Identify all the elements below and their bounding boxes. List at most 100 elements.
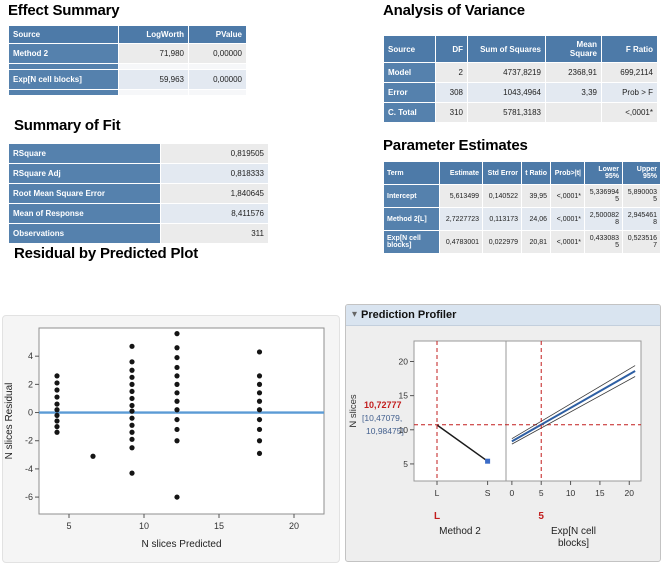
column-header: Term xyxy=(383,161,440,185)
cell-value: 0,140522 xyxy=(482,184,522,208)
column-header: Std Error xyxy=(482,161,522,185)
cell-value: 2,9454618 xyxy=(622,207,661,231)
svg-text:15: 15 xyxy=(595,488,605,498)
cell-value: 308 xyxy=(435,82,468,103)
table-row: Error 308 1043,4964 3,39 Prob > F xyxy=(383,82,658,103)
svg-text:0: 0 xyxy=(510,488,515,498)
cell-value: 5781,3183 xyxy=(467,102,546,123)
cell-value: 1043,4964 xyxy=(467,82,546,103)
cell-value: <,0001* xyxy=(601,102,658,123)
svg-text:15: 15 xyxy=(214,521,224,531)
row-label: Method 2 xyxy=(8,43,119,64)
cell-value: 59,963 xyxy=(118,69,189,90)
cell-value: 311 xyxy=(160,223,269,244)
svg-text:10,98475]: 10,98475] xyxy=(366,426,404,436)
row-label: Exp[N cell blocks] xyxy=(8,69,119,90)
row-label: Method 2[L] xyxy=(383,207,440,231)
svg-text:Method 2: Method 2 xyxy=(439,526,481,537)
svg-text:S: S xyxy=(485,488,491,498)
anova-table: Source DF Sum of Squares Mean Square F Ratio… xyxy=(383,35,658,123)
prediction-profiler-titlebar: ▾ Prediction Profiler xyxy=(346,305,660,326)
table-row: RSquare 0,819505 xyxy=(8,143,269,164)
svg-text:5: 5 xyxy=(538,511,544,522)
svg-text:-4: -4 xyxy=(25,464,33,474)
cell-value: 71,980 xyxy=(118,43,189,64)
column-header: Source xyxy=(383,35,436,63)
svg-text:0: 0 xyxy=(28,408,33,418)
summary-of-fit-table: RSquare 0,819505 RSquare Adj 0,818333 Root M… xyxy=(8,143,269,244)
column-header: Lower 95% xyxy=(584,161,623,185)
cell-value: <,0001* xyxy=(550,184,585,208)
cell-value: Prob > F xyxy=(601,82,658,103)
column-header: Source xyxy=(8,25,119,44)
svg-text:20: 20 xyxy=(399,356,409,366)
row-label: Model xyxy=(383,62,436,83)
svg-text:N slices: N slices xyxy=(348,394,359,428)
svg-text:4: 4 xyxy=(28,351,33,361)
cell-value: 24,06 xyxy=(521,207,551,231)
cell-value: 5,3369945 xyxy=(584,184,623,208)
cell-value: 8,411576 xyxy=(160,203,269,224)
cell-value: 2368,91 xyxy=(545,62,602,83)
table-row: Method 2 71,980 0,00000 xyxy=(8,43,247,64)
cell-value xyxy=(545,102,602,123)
svg-text:15: 15 xyxy=(399,391,409,401)
svg-text:10,72777: 10,72777 xyxy=(364,400,402,410)
cell-value: 0,4783001 xyxy=(439,230,483,254)
column-header: Mean Square xyxy=(545,35,602,63)
svg-text:N slices Predicted: N slices Predicted xyxy=(141,539,221,550)
svg-text:5: 5 xyxy=(403,459,408,469)
svg-text:5: 5 xyxy=(66,521,71,531)
svg-text:Exp[N cell: Exp[N cell xyxy=(551,526,596,537)
svg-text:20: 20 xyxy=(289,521,299,531)
table-row: Mean of Response 8,411576 xyxy=(8,203,269,224)
cell-value: 0,818333 xyxy=(160,163,269,184)
cell-value: 0,00000 xyxy=(188,43,247,64)
cell-value: 5,8900035 xyxy=(622,184,661,208)
anova-title: Analysis of Variance xyxy=(383,2,525,19)
cell-value: 0,819505 xyxy=(160,143,269,164)
cell-value: 699,2114 xyxy=(601,62,658,83)
summary-of-fit-title: Summary of Fit xyxy=(14,117,121,134)
cell-value: 2,7227723 xyxy=(439,207,483,231)
cell-value: 4737,8219 xyxy=(467,62,546,83)
table-row: Intercept 5,613499 0,140522 39,95 <,0001* 5,3… xyxy=(383,184,661,208)
effect-summary-table: Source LogWorth PValue Method 2 71,980 0,0000… xyxy=(8,25,247,96)
parameter-estimates-title: Parameter Estimates xyxy=(383,137,528,154)
cell-value: 0,022979 xyxy=(482,230,522,254)
cell-value: 2,5000828 xyxy=(584,207,623,231)
cell-value: 310 xyxy=(435,102,468,123)
table-row: Observations 311 xyxy=(8,223,269,244)
column-header: Upper 95% xyxy=(622,161,661,185)
cell-value: 0,113173 xyxy=(482,207,522,231)
svg-text:[10,47079,: [10,47079, xyxy=(362,413,402,423)
table-row: RSquare Adj 0,818333 xyxy=(8,163,269,184)
residual-scatter-plot[interactable]: 5 10 15 20 -6 -4 -2 0 2 4 N slices Predicted N slic… xyxy=(3,316,339,565)
cell-value: <,0001* xyxy=(550,230,585,254)
table-row: Exp[N cell blocks] 59,963 0,00000 xyxy=(8,69,247,90)
row-label: Root Mean Square Error xyxy=(8,183,161,204)
disclosure-triangle-icon[interactable]: ▾ xyxy=(352,309,358,320)
cell-value: 39,95 xyxy=(521,184,551,208)
row-label: Mean of Response xyxy=(8,203,161,224)
table-row: Exp[N cell blocks] 0,4783001 0,022979 20,81… xyxy=(383,230,661,254)
table-row: Model 2 4737,8219 2368,91 699,2114 xyxy=(383,62,658,83)
prediction-profiler-title: Prediction Profiler xyxy=(361,309,457,321)
effect-summary-title: Effect Summary xyxy=(8,2,120,19)
column-header: F Ratio xyxy=(601,35,658,63)
prediction-profiler-plot[interactable]: N slices 10,72777 [10,47079, 10,98475] 5 10 15… xyxy=(346,326,660,561)
svg-text:-6: -6 xyxy=(25,492,33,502)
cell-value: <,0001* xyxy=(550,207,585,231)
residual-plot-title: Residual by Predicted Plot xyxy=(14,245,199,262)
table-row: C. Total 310 5781,3183 <,0001* xyxy=(383,102,658,123)
svg-text:20: 20 xyxy=(625,488,635,498)
row-label: RSquare xyxy=(8,143,161,164)
row-label: Exp[N cell blocks] xyxy=(383,230,440,254)
column-header: t Ratio xyxy=(521,161,551,185)
cell-value: 2 xyxy=(435,62,468,83)
cell-value: 5,613499 xyxy=(439,184,483,208)
column-header: Prob>|t| xyxy=(550,161,585,185)
table-row: Root Mean Square Error 1,840645 xyxy=(8,183,269,204)
row-label: Error xyxy=(383,82,436,103)
row-label: RSquare Adj xyxy=(8,163,161,184)
